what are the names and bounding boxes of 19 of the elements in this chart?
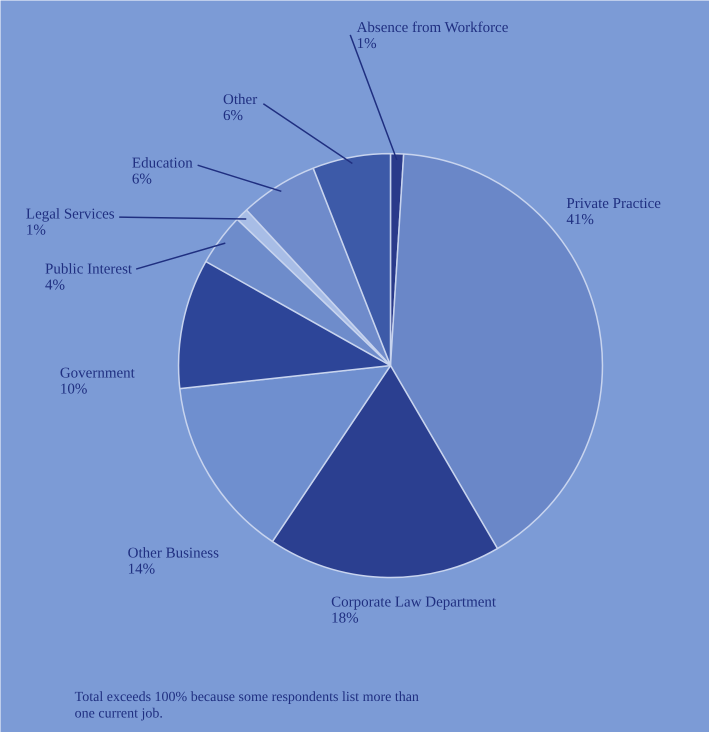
data-label: 6% xyxy=(132,172,152,188)
slice-label: Public Interest xyxy=(45,262,133,278)
slice-label: Government xyxy=(60,366,136,382)
slice-label: Absence from Workforce xyxy=(356,20,509,36)
slice-label: Corporate Law Department xyxy=(331,594,497,610)
data-label: 10% xyxy=(60,382,88,398)
slice-label: Other Business xyxy=(128,546,220,562)
text: Total exceeds 100% because some respondents list more than one current job. xyxy=(74,690,419,722)
slice-label: Private Practice xyxy=(566,196,662,212)
data-label: 41% xyxy=(566,212,594,228)
data-label: 14% xyxy=(128,562,156,578)
slice-label: Other xyxy=(223,92,258,108)
slice-label: Legal Services xyxy=(26,206,115,223)
data-label: 18% xyxy=(331,610,359,626)
data-label: 1% xyxy=(356,36,377,52)
slice-label: Education xyxy=(132,156,194,172)
data-label: 6% xyxy=(223,108,244,124)
data-label: 4% xyxy=(45,278,66,294)
data-label: 1% xyxy=(26,222,46,239)
